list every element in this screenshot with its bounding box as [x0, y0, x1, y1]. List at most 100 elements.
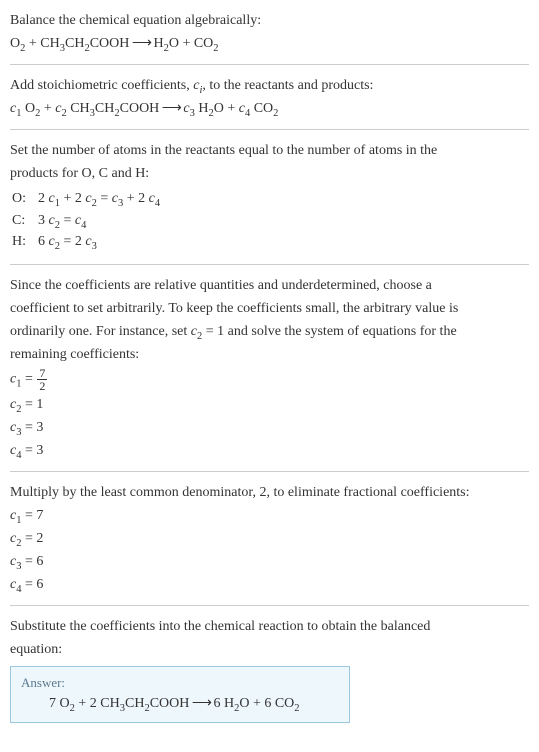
atoms-intro1: Set the number of atoms in the reactants… [10, 140, 529, 161]
multiply-section: Multiply by the least common denominator… [10, 482, 529, 595]
c-label: C: [12, 211, 36, 231]
arrow: ⟶ [129, 36, 153, 51]
co2s: 2 [294, 703, 299, 714]
mult-r4: c4 = 6 [10, 574, 529, 595]
v: = 6 [21, 554, 43, 569]
mult-l1: Multiply by the least common denominator… [10, 482, 529, 503]
divider [10, 129, 529, 130]
mult-r1: c1 = 7 [10, 505, 529, 526]
seven: 7 [49, 696, 60, 711]
eq: = [21, 372, 36, 387]
under-r1: c1 = 72 [10, 367, 529, 392]
intro-equation: O2 + CH3CH2COOH ⟶ H2O + CO2 [10, 33, 529, 54]
c1s: 1 [16, 108, 21, 119]
ch2: CH [125, 696, 144, 711]
under-r3: c3 = 3 [10, 417, 529, 438]
subst-l2: equation: [10, 639, 529, 660]
o2: O [60, 696, 70, 711]
c3s: 3 [190, 108, 195, 119]
o2: O [25, 101, 35, 116]
under-r4: c4 = 3 [10, 440, 529, 461]
divider [10, 264, 529, 265]
atoms-table: O: 2 c1 + 2 c2 = c3 + 2 c4 C: 3 c2 = c4 … [10, 187, 168, 254]
substitute-section: Substitute the coefficients into the che… [10, 616, 529, 723]
plus: + [25, 36, 40, 51]
mult-r3: c3 = 6 [10, 551, 529, 572]
v: = 1 [21, 397, 43, 412]
mid: = 1 and solve the system of equations fo… [202, 324, 456, 339]
co2-c: CO [194, 36, 213, 51]
m2: = [97, 191, 112, 206]
c3s: 3 [92, 241, 97, 252]
num: 7 [37, 367, 47, 380]
p: 6 [38, 234, 49, 249]
under-l1: Since the coefficients are relative quan… [10, 275, 529, 296]
h-label: H: [12, 232, 36, 252]
arrow: ⟶ [189, 696, 213, 711]
c4s: 4 [245, 108, 250, 119]
atoms-row-h: H: 6 c2 = 2 c3 [12, 232, 166, 252]
under-l4: remaining coefficients: [10, 344, 529, 365]
under-r2: c2 = 1 [10, 394, 529, 415]
ch3: CH [100, 696, 119, 711]
h2o-o: O [169, 36, 179, 51]
o-eq: 2 c1 + 2 c2 = c3 + 2 c4 [38, 189, 166, 209]
atoms-row-o: O: 2 c1 + 2 c2 = c3 + 2 c4 [12, 189, 166, 209]
co2: CO [275, 696, 294, 711]
plus: + [40, 101, 55, 116]
ch2: CH [95, 101, 114, 116]
o2-label: O [10, 36, 20, 51]
v: = 3 [21, 420, 43, 435]
o-label: O: [12, 189, 36, 209]
ch2: CH [65, 36, 84, 51]
h2o-h: H [198, 101, 208, 116]
atoms-section: Set the number of atoms in the reactants… [10, 140, 529, 254]
v: = 6 [21, 577, 43, 592]
divider [10, 605, 529, 606]
atoms-intro2: products for O, C and H: [10, 163, 529, 184]
cooh: COOH [150, 696, 190, 711]
plus2: + 6 [249, 696, 274, 711]
h2o-o: O [214, 101, 224, 116]
atoms-row-c: C: 3 c2 = c4 [12, 211, 166, 231]
answer-equation: 7 O2 + 2 CH3CH2COOH ⟶ 6 H2O + 6 CO2 [21, 695, 339, 712]
ch3: CH [40, 36, 59, 51]
c-eq: 3 c2 = c4 [38, 211, 166, 231]
arrow: ⟶ [159, 101, 183, 116]
pre: ordinarily one. For instance, set [10, 324, 191, 339]
plus1: + 2 [75, 696, 100, 711]
intro-text: Balance the chemical equation algebraica… [10, 10, 529, 31]
h2: H [224, 696, 234, 711]
c2s: 2 [61, 108, 66, 119]
h2o-h: H [153, 36, 163, 51]
c4s: 4 [155, 198, 160, 209]
cooh: COOH [120, 101, 160, 116]
v: = 2 [21, 531, 43, 546]
m: = 2 [60, 234, 85, 249]
plus2: + [179, 36, 194, 51]
under-l2: coefficient to set arbitrarily. To keep … [10, 298, 529, 319]
divider [10, 471, 529, 472]
stoich-pre: Add stoichiometric coefficients, [10, 78, 193, 93]
intro-section: Balance the chemical equation algebraica… [10, 10, 529, 54]
co2: CO [254, 101, 273, 116]
divider [10, 64, 529, 65]
den: 2 [37, 380, 47, 392]
stoich-equation: c1 O2 + c2 CH3CH2COOH ⟶ c3 H2O + c4 CO2 [10, 98, 529, 119]
p: 2 [38, 191, 49, 206]
under-l3: ordinarily one. For instance, set c2 = 1… [10, 321, 529, 342]
cooh: COOH [90, 36, 130, 51]
p: 3 [38, 213, 49, 228]
m3: + 2 [123, 191, 148, 206]
answer-box: Answer: 7 O2 + 2 CH3CH2COOH ⟶ 6 H2O + 6 … [10, 666, 350, 723]
m1: + 2 [60, 191, 85, 206]
underdetermined-section: Since the coefficients are relative quan… [10, 275, 529, 461]
plus: + [224, 101, 239, 116]
m: = [60, 213, 75, 228]
h2o-o: O [239, 696, 249, 711]
co2-sub: 2 [213, 43, 218, 54]
h-eq: 6 c2 = 2 c3 [38, 232, 166, 252]
ch3: CH [70, 101, 89, 116]
six1: 6 [213, 696, 224, 711]
frac: 72 [37, 367, 47, 392]
